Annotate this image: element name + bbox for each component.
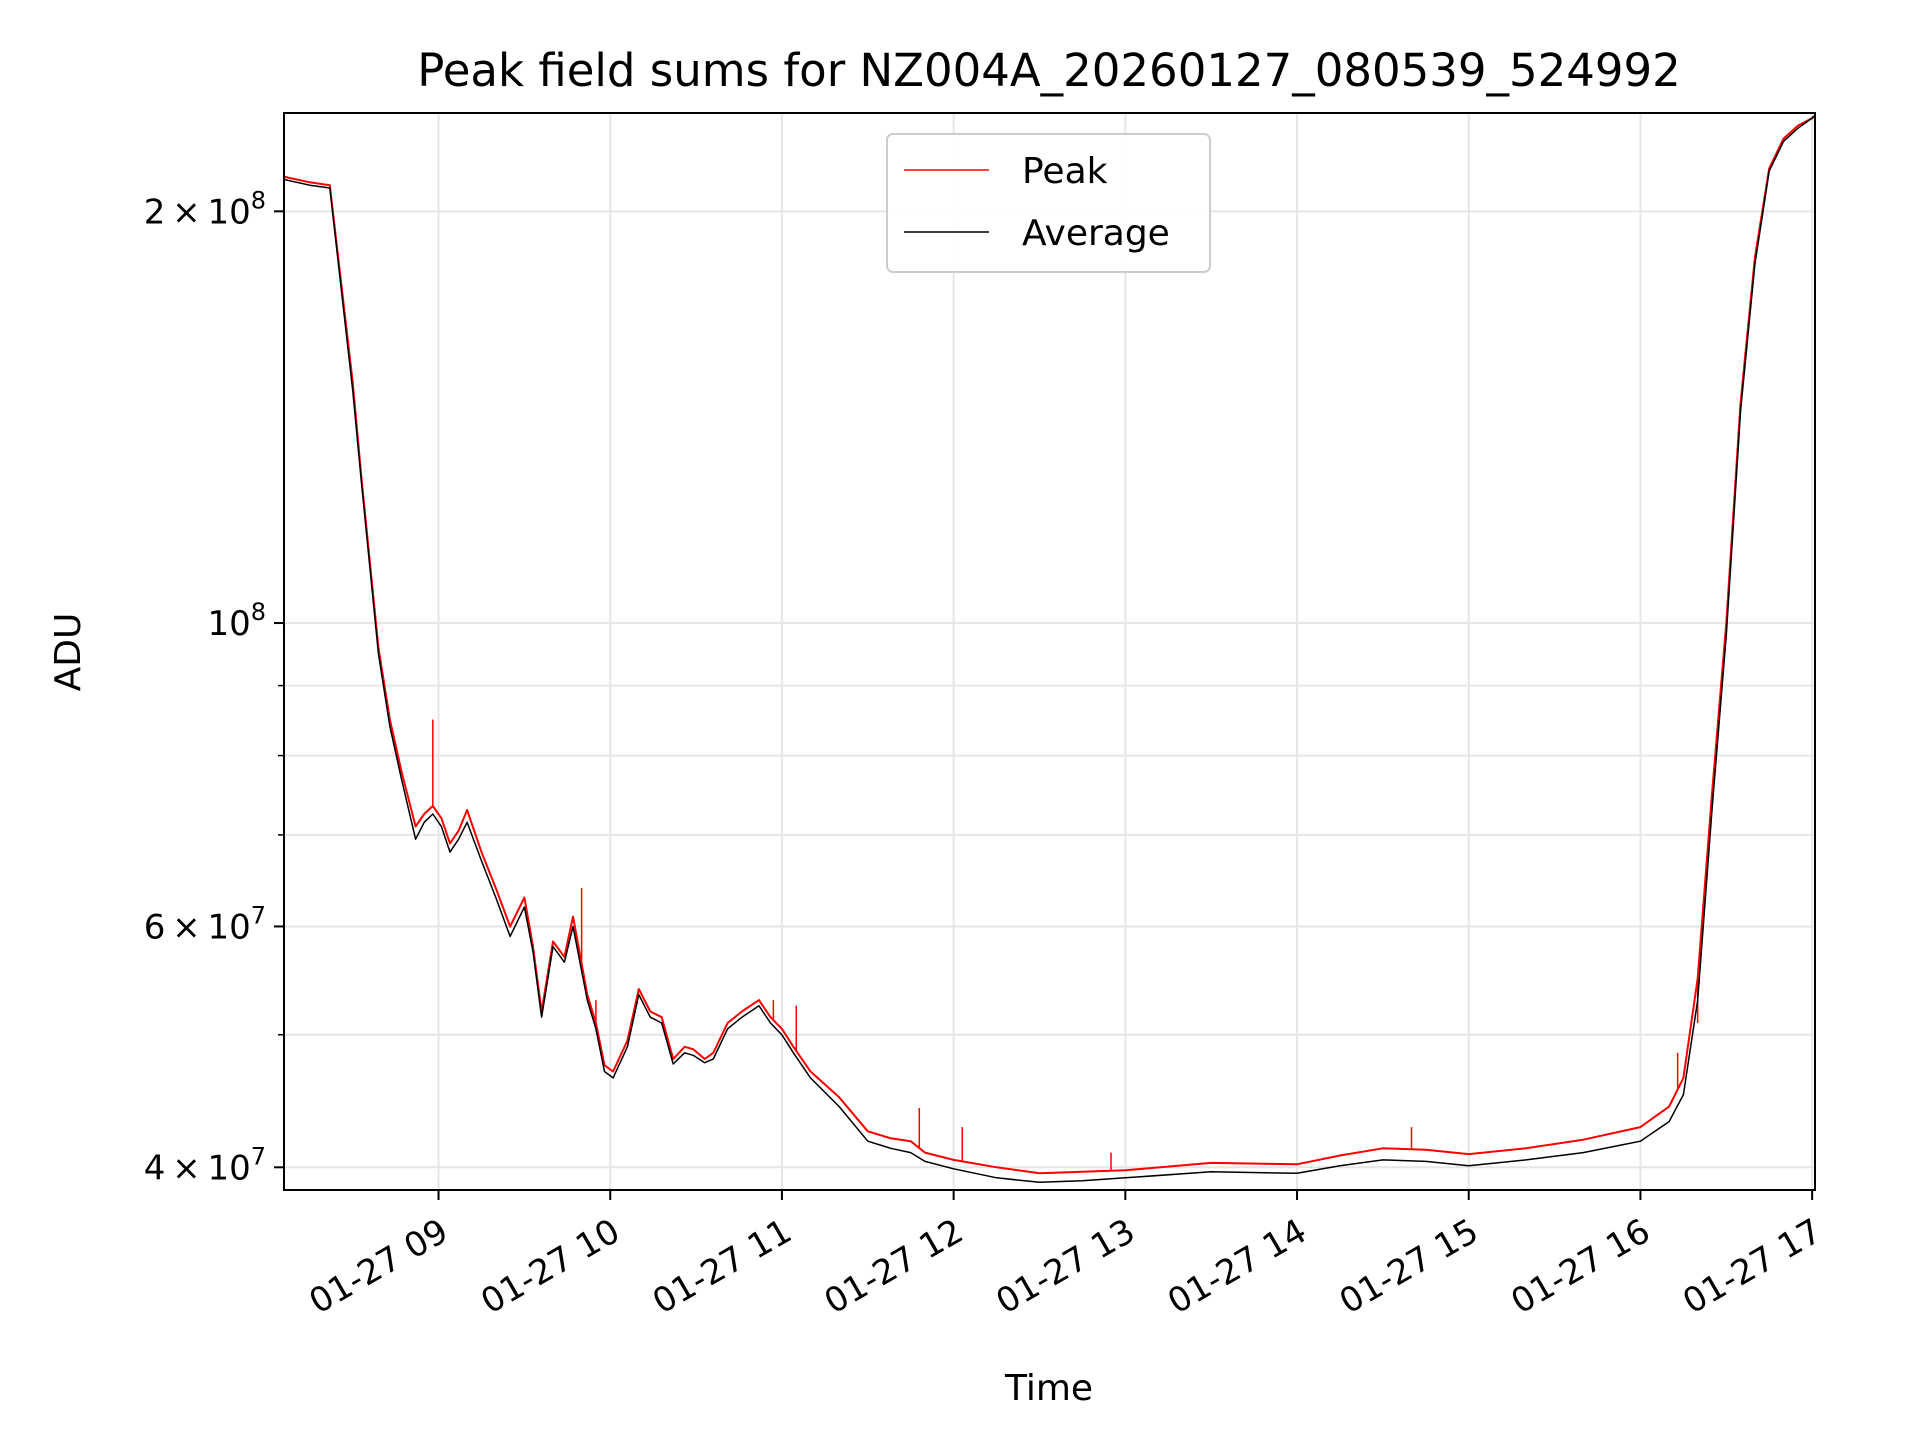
y-tick-base: 4 × 10	[144, 1148, 251, 1188]
x-axis-label: Time	[1004, 1368, 1093, 1409]
y-tick-exponent: 8	[251, 186, 266, 214]
legend-peak-label: Peak	[1022, 151, 1108, 192]
x-tick-label: 01-27 09	[303, 1211, 455, 1322]
series-layer	[284, 114, 1815, 1184]
y-tick-label: 2 × 108	[144, 186, 266, 232]
x-tick-label: 01-27 11	[646, 1211, 798, 1322]
x-tick-label: 01-27 16	[1505, 1211, 1657, 1322]
y-tick-label: 4 × 107	[144, 1142, 266, 1188]
y-tick-exponent: 8	[251, 598, 266, 626]
series-line-average	[284, 114, 1815, 1184]
legend-box	[886, 133, 1211, 273]
plot-frame	[283, 112, 1816, 1191]
x-tick-label: 01-27 10	[474, 1211, 626, 1322]
chart-title: Peak field sums for NZ004A_20260127_0805…	[417, 44, 1681, 97]
y-tick-exponent: 7	[251, 1142, 266, 1170]
y-tick-base: 10	[207, 604, 250, 644]
x-axis-ticks: 01-27 09 01-27 10 01-27 11 01-27 12 01-27 13…	[303, 1190, 1829, 1322]
x-tick-label: 01-27 13	[989, 1211, 1141, 1322]
x-tick-label: 01-27 12	[818, 1211, 970, 1322]
y-axis-label: ADU	[48, 613, 89, 692]
grid-lines	[284, 113, 1815, 1190]
legend-average-label: Average	[1022, 213, 1170, 254]
y-tick-base: 2 × 10	[144, 192, 251, 232]
x-tick-label: 01-27 14	[1161, 1211, 1313, 1322]
y-tick-label: 6 × 107	[144, 901, 266, 947]
y-tick-exponent: 7	[251, 901, 266, 929]
legend: Peak Average	[886, 133, 1211, 273]
series-line-peak	[284, 114, 1815, 1175]
x-tick-label: 01-27 15	[1333, 1211, 1485, 1322]
y-tick-label: 108	[207, 598, 266, 644]
x-tick-label: 01-27 17	[1676, 1211, 1828, 1322]
y-tick-base: 6 × 10	[144, 907, 251, 947]
